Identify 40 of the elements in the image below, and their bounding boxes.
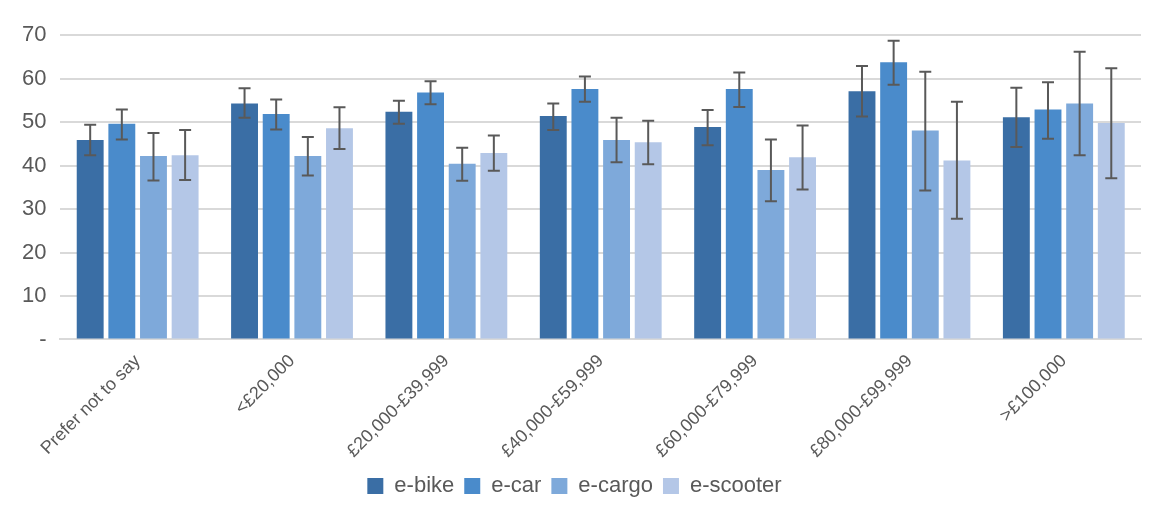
bar [385, 111, 413, 339]
bar [848, 91, 876, 339]
bar [911, 130, 939, 339]
bar [789, 157, 817, 339]
bar [1002, 117, 1030, 339]
bar [1066, 103, 1094, 339]
y-tick-label: - [39, 325, 47, 351]
legend-label: e-car [491, 472, 542, 498]
bar [480, 153, 508, 339]
bar [326, 128, 353, 339]
bar [943, 160, 971, 339]
bar [880, 62, 908, 339]
y-tick-label: 50 [21, 108, 47, 134]
legend-label: e-scooter [689, 472, 782, 498]
bar [571, 89, 599, 339]
bar [231, 103, 258, 339]
bar [725, 89, 753, 339]
legend-label: e-cargo [578, 472, 653, 498]
bar [140, 156, 167, 339]
y-tick-label: 70 [21, 21, 47, 47]
bar [108, 123, 136, 339]
bar [294, 156, 322, 339]
bar [76, 139, 104, 339]
bar [603, 139, 631, 339]
y-tick-label: 20 [21, 238, 47, 264]
bar [448, 163, 476, 339]
y-tick-label: 30 [21, 195, 47, 221]
y-tick-label: 10 [21, 282, 47, 308]
bar [417, 92, 444, 339]
legend-label: e-bike [394, 472, 455, 498]
bar [262, 113, 290, 339]
bar [1097, 123, 1125, 339]
bar [1034, 109, 1062, 339]
bar [171, 155, 199, 339]
bar [634, 142, 662, 339]
bar [757, 169, 785, 339]
y-tick-label: 40 [21, 151, 47, 177]
bar [539, 116, 567, 339]
y-tick-label: 60 [21, 64, 47, 90]
bar [694, 126, 722, 339]
